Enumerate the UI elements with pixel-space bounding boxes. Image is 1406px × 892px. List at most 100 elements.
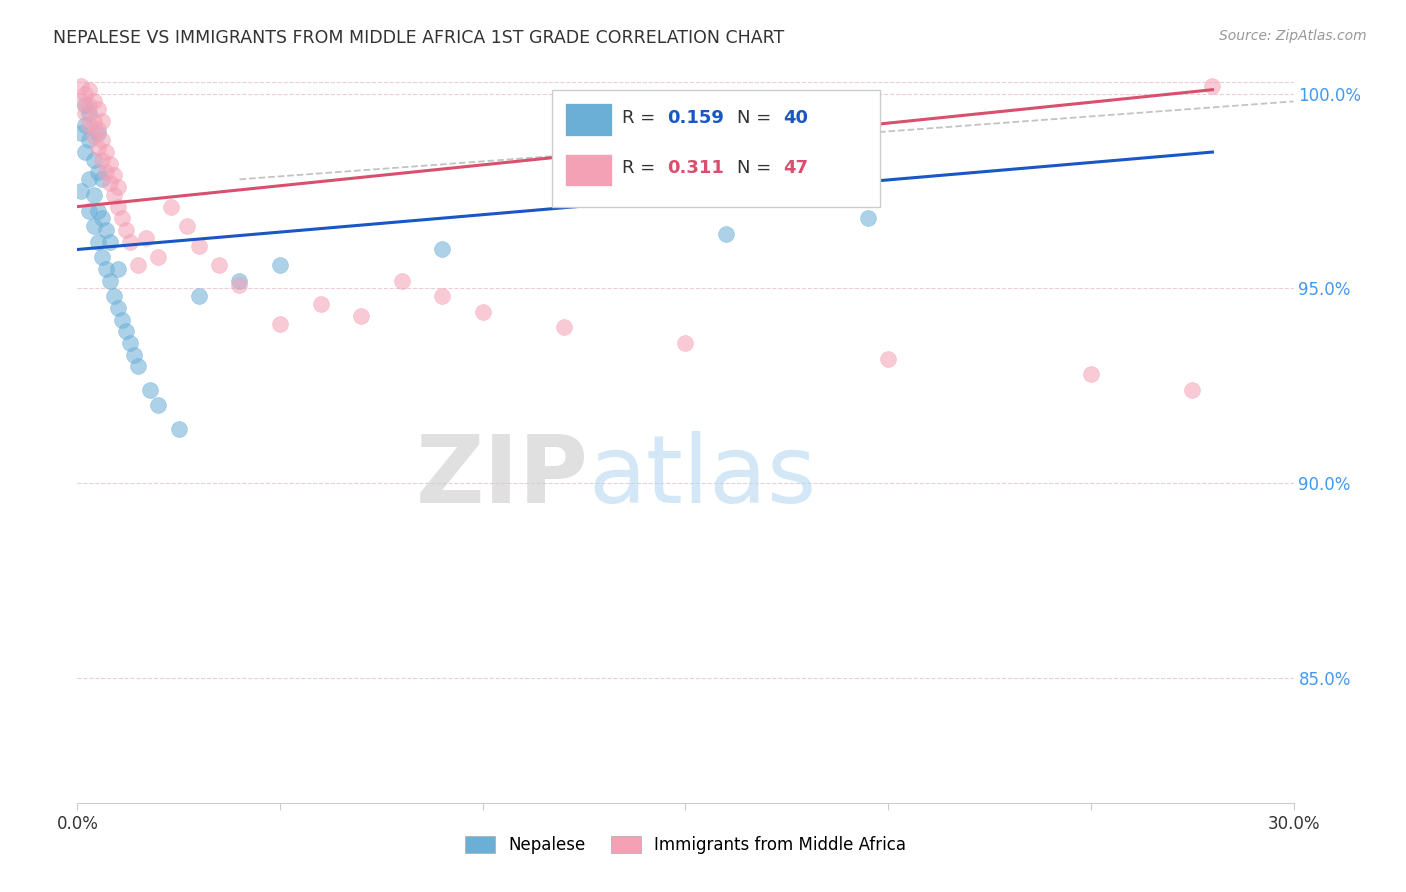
Text: R =: R =	[623, 160, 661, 178]
Point	[111, 312, 134, 326]
Text: R =: R =	[623, 109, 661, 127]
Point	[159, 200, 181, 214]
Point	[115, 223, 138, 237]
Text: N =: N =	[737, 109, 776, 127]
Text: NEPALESE VS IMMIGRANTS FROM MIDDLE AFRICA 1ST GRADE CORRELATION CHART: NEPALESE VS IMMIGRANTS FROM MIDDLE AFRIC…	[53, 29, 785, 46]
Point	[86, 203, 108, 218]
Point	[391, 274, 413, 288]
Point	[90, 172, 112, 186]
Point	[103, 169, 125, 183]
Point	[135, 231, 157, 245]
Point	[714, 227, 737, 241]
Point	[111, 211, 134, 226]
Point	[94, 262, 117, 277]
Point	[167, 422, 190, 436]
Point	[269, 258, 291, 272]
Point	[86, 235, 108, 249]
Point	[75, 106, 97, 120]
Text: ZIP: ZIP	[415, 431, 588, 523]
Point	[75, 145, 97, 159]
Point	[188, 238, 211, 252]
Text: atlas: atlas	[588, 431, 817, 523]
Point	[75, 87, 97, 101]
Point	[127, 359, 149, 374]
Point	[122, 348, 145, 362]
Text: 0.311: 0.311	[668, 160, 724, 178]
Point	[98, 274, 121, 288]
Point	[118, 336, 141, 351]
Point	[90, 133, 112, 147]
Point	[98, 157, 121, 171]
Point	[107, 200, 129, 214]
Point	[79, 106, 101, 120]
Point	[1080, 367, 1102, 381]
Point	[83, 188, 105, 202]
Point	[83, 95, 105, 109]
Point	[208, 258, 231, 272]
Point	[70, 78, 93, 93]
Point	[430, 289, 453, 303]
FancyBboxPatch shape	[565, 153, 613, 186]
Point	[1181, 383, 1204, 397]
Point	[79, 98, 101, 112]
Point	[98, 176, 121, 190]
Legend: Nepalese, Immigrants from Middle Africa: Nepalese, Immigrants from Middle Africa	[458, 830, 912, 861]
Point	[228, 274, 250, 288]
Point	[86, 121, 108, 136]
Point	[83, 129, 105, 144]
Point	[79, 133, 101, 147]
Point	[675, 336, 697, 351]
Point	[94, 145, 117, 159]
Point	[350, 309, 373, 323]
Text: 40: 40	[783, 109, 807, 127]
Point	[107, 301, 129, 315]
Point	[86, 126, 108, 140]
Text: 0.159: 0.159	[668, 109, 724, 127]
Point	[75, 98, 97, 112]
Point	[83, 219, 105, 233]
Point	[90, 153, 112, 167]
Point	[115, 324, 138, 338]
FancyBboxPatch shape	[551, 90, 880, 207]
Point	[118, 235, 141, 249]
Point	[148, 398, 170, 412]
Point	[79, 118, 101, 132]
Point	[309, 297, 332, 311]
Point	[90, 250, 112, 264]
Point	[70, 95, 93, 109]
Point	[176, 219, 198, 233]
Point	[90, 211, 112, 226]
FancyBboxPatch shape	[565, 103, 613, 136]
Point	[139, 383, 162, 397]
Point	[471, 305, 494, 319]
Point	[70, 184, 93, 198]
Point	[86, 164, 108, 178]
Point	[127, 258, 149, 272]
Point	[86, 141, 108, 155]
Point	[79, 172, 101, 186]
Point	[107, 180, 129, 194]
Point	[553, 320, 575, 334]
Point	[103, 289, 125, 303]
Point	[79, 83, 101, 97]
Point	[98, 235, 121, 249]
Point	[86, 102, 108, 116]
Text: Source: ZipAtlas.com: Source: ZipAtlas.com	[1219, 29, 1367, 43]
Point	[75, 118, 97, 132]
Point	[148, 250, 170, 264]
Point	[70, 126, 93, 140]
Point	[79, 203, 101, 218]
Point	[877, 351, 900, 366]
Text: 47: 47	[783, 160, 807, 178]
Point	[94, 223, 117, 237]
Point	[430, 243, 453, 257]
Point	[90, 114, 112, 128]
Point	[228, 277, 250, 292]
Point	[269, 317, 291, 331]
Point	[83, 153, 105, 167]
Point	[1201, 78, 1223, 93]
Point	[83, 114, 105, 128]
Point	[856, 211, 879, 226]
Text: N =: N =	[737, 160, 776, 178]
Point	[94, 164, 117, 178]
